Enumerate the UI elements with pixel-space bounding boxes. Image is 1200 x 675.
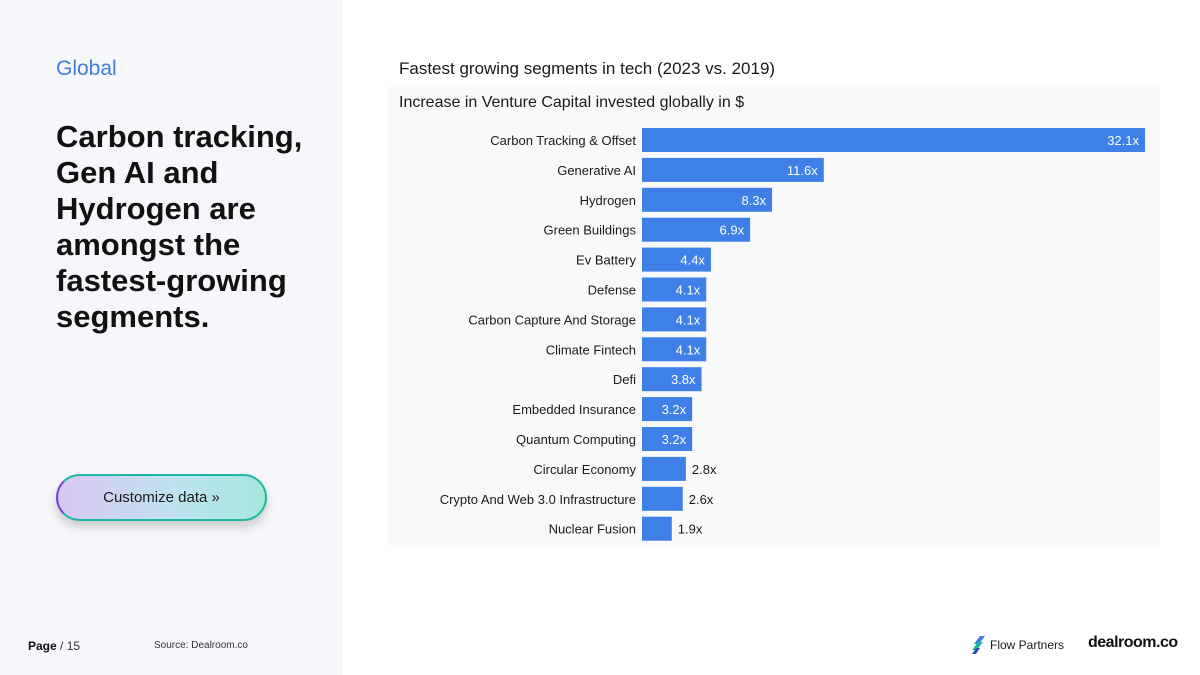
- page-number: Page / 15: [28, 639, 80, 653]
- category-label: Defi: [613, 372, 636, 387]
- page-label: Page: [28, 639, 57, 653]
- data-label: 32.1x: [1107, 133, 1139, 148]
- page-total: / 15: [60, 639, 81, 653]
- category-label: Defense: [588, 283, 636, 298]
- category-label: Carbon Capture And Storage: [468, 312, 636, 327]
- category-label: Quantum Computing: [516, 432, 636, 447]
- bar: [642, 367, 702, 392]
- dealroom-logo: dealroom.co: [1088, 634, 1178, 651]
- chart-subtitle: Increase in Venture Capital invested glo…: [399, 94, 745, 111]
- data-label: 1.9x: [678, 522, 703, 537]
- category-label: Nuclear Fusion: [549, 522, 636, 537]
- category-label: Green Buildings: [544, 223, 637, 238]
- bar: [642, 128, 1145, 152]
- data-label: 8.3x: [741, 193, 766, 208]
- category-label: Hydrogen: [580, 193, 636, 208]
- bar: [642, 217, 751, 242]
- data-label: 6.9x: [720, 223, 745, 238]
- flow-partners-name: Flow Partners: [990, 638, 1065, 652]
- data-label: 3.2x: [662, 402, 687, 417]
- chart-title: Fastest growing segments in tech (2023 v…: [399, 59, 776, 78]
- data-label: 4.1x: [676, 283, 701, 298]
- bar: [642, 486, 683, 511]
- bar: [642, 456, 686, 481]
- source-note: Source: Dealroom.co: [154, 640, 248, 651]
- flow-partners-logo: Flow Partners: [972, 636, 1064, 654]
- category-label: Circular Economy: [533, 462, 636, 477]
- data-label: 3.2x: [662, 432, 687, 447]
- data-label: 4.4x: [680, 253, 705, 268]
- bar: [642, 247, 711, 272]
- flow-partners-icon: [972, 636, 985, 654]
- data-label: 11.6x: [787, 163, 818, 178]
- category-label: Embedded Insurance: [512, 402, 636, 417]
- category-label: Crypto And Web 3.0 Infrastructure: [440, 492, 636, 507]
- data-label: 2.8x: [692, 462, 717, 477]
- category-label: Ev Battery: [576, 253, 636, 268]
- bar: [642, 187, 773, 212]
- data-label: 3.8x: [671, 372, 696, 387]
- bar: [642, 397, 693, 422]
- bar: [642, 157, 824, 182]
- category-label: Generative AI: [557, 163, 636, 178]
- left-panel: Global Carbon tracking, Gen AI and Hydro…: [0, 0, 343, 675]
- bar-chart: Carbon Tracking & Offset 32.1x Generative …: [440, 128, 1145, 541]
- bar: [642, 427, 693, 451]
- bar: [642, 516, 672, 541]
- bar: [642, 277, 707, 302]
- data-label: 4.1x: [676, 312, 701, 327]
- category-label: Climate Fintech: [546, 342, 636, 357]
- data-label: 4.1x: [676, 342, 701, 357]
- bar: [642, 307, 707, 332]
- bar: [642, 337, 707, 362]
- region-tag: Global: [56, 57, 117, 80]
- category-label: Carbon Tracking & Offset: [490, 133, 636, 148]
- customize-data-button[interactable]: Customize data »: [56, 474, 267, 521]
- data-label: 2.6x: [689, 492, 714, 507]
- headline: Carbon tracking, Gen AI and Hydrogen are…: [56, 119, 303, 334]
